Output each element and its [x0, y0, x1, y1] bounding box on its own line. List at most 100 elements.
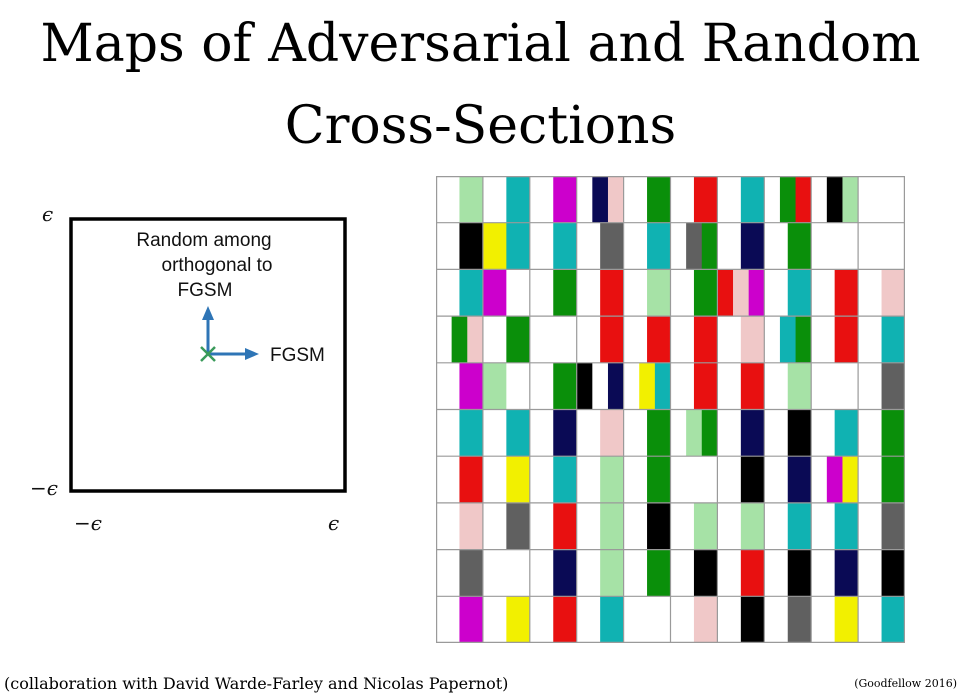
class-region	[881, 362, 905, 410]
class-region	[670, 596, 695, 643]
class-region	[592, 362, 609, 410]
class-region	[740, 456, 765, 503]
class-region	[787, 362, 812, 410]
class-region	[459, 409, 484, 457]
class-region	[834, 222, 859, 270]
class-region	[795, 316, 812, 363]
class-region	[881, 409, 905, 457]
class-region	[553, 456, 578, 503]
class-region	[881, 502, 905, 550]
class-region	[600, 316, 624, 363]
class-region	[740, 362, 765, 410]
vertical-axis-label-line-1: Random among	[136, 230, 271, 251]
cross-section-cell	[717, 316, 765, 363]
cross-section-cell	[811, 456, 859, 503]
cross-section-cell	[764, 456, 812, 503]
class-region	[553, 502, 578, 550]
class-region	[717, 176, 742, 223]
class-region	[506, 316, 531, 363]
cross-section-cell	[623, 549, 671, 597]
class-region	[623, 316, 648, 363]
cross-section-cell	[858, 409, 905, 457]
class-region	[600, 596, 624, 643]
class-region	[670, 502, 695, 550]
class-region	[811, 596, 836, 643]
class-region	[529, 596, 554, 643]
cross-section-cell	[529, 596, 578, 643]
class-region	[693, 176, 718, 223]
class-region	[506, 549, 531, 597]
class-region	[607, 176, 624, 223]
class-region	[858, 456, 882, 503]
class-region	[506, 362, 531, 410]
cross-section-cell	[576, 222, 624, 270]
cross-section-cell	[623, 316, 671, 363]
class-region	[639, 362, 656, 410]
class-region	[834, 596, 859, 643]
class-region	[811, 176, 828, 223]
class-region	[553, 222, 578, 270]
cross-section-cell	[811, 409, 859, 457]
class-region	[686, 409, 703, 457]
class-region	[834, 316, 859, 363]
cross-section-cell	[764, 502, 812, 550]
cross-section-cell	[436, 596, 484, 643]
cross-section-cell	[482, 502, 531, 550]
class-region	[858, 269, 882, 317]
class-region	[795, 176, 812, 223]
class-region	[451, 316, 468, 363]
class-region	[670, 409, 687, 457]
cross-section-cell	[858, 362, 905, 410]
cross-section-cell	[858, 269, 905, 317]
cross-section-cell	[858, 456, 905, 503]
cross-section-cell	[529, 549, 578, 597]
class-region	[576, 176, 593, 223]
cross-section-cell	[764, 596, 812, 643]
class-region	[600, 222, 624, 270]
cross-section-cell	[670, 362, 718, 410]
class-region	[576, 362, 593, 410]
cross-section-cell	[436, 269, 484, 317]
class-region	[600, 549, 624, 597]
class-region	[459, 549, 484, 597]
class-region	[647, 549, 671, 597]
class-region	[787, 222, 812, 270]
cross-section-cell	[436, 456, 484, 503]
cross-section-cell	[623, 596, 671, 643]
class-region	[459, 456, 484, 503]
class-region	[623, 596, 648, 643]
class-region	[881, 222, 905, 270]
class-region	[436, 549, 460, 597]
class-region	[654, 362, 671, 410]
cross-section-cell	[529, 502, 578, 550]
class-region	[647, 596, 671, 643]
class-region	[701, 409, 718, 457]
cross-section-cell	[811, 269, 859, 317]
class-region	[764, 222, 789, 270]
class-region	[436, 222, 460, 270]
cross-section-cell	[811, 222, 859, 270]
class-region	[506, 596, 531, 643]
class-region	[779, 316, 796, 363]
cross-section-cell	[764, 269, 812, 317]
class-region	[693, 316, 718, 363]
y-min-label: −ϵ	[30, 476, 58, 500]
class-region	[459, 502, 484, 550]
cross-section-cell	[482, 409, 531, 457]
horizontal-arrow-icon	[208, 348, 259, 360]
class-region	[529, 456, 554, 503]
class-region	[623, 502, 648, 550]
class-region	[553, 316, 578, 363]
class-region	[670, 362, 695, 410]
cross-section-cell	[623, 222, 671, 270]
class-region	[482, 596, 507, 643]
cross-section-cell	[436, 222, 484, 270]
class-region	[717, 549, 742, 597]
cross-section-frame	[69, 217, 347, 493]
cross-section-cell	[576, 409, 624, 457]
class-region	[482, 502, 507, 550]
class-region	[787, 269, 812, 317]
class-region	[647, 269, 671, 317]
class-region	[881, 596, 905, 643]
class-region	[787, 502, 812, 550]
